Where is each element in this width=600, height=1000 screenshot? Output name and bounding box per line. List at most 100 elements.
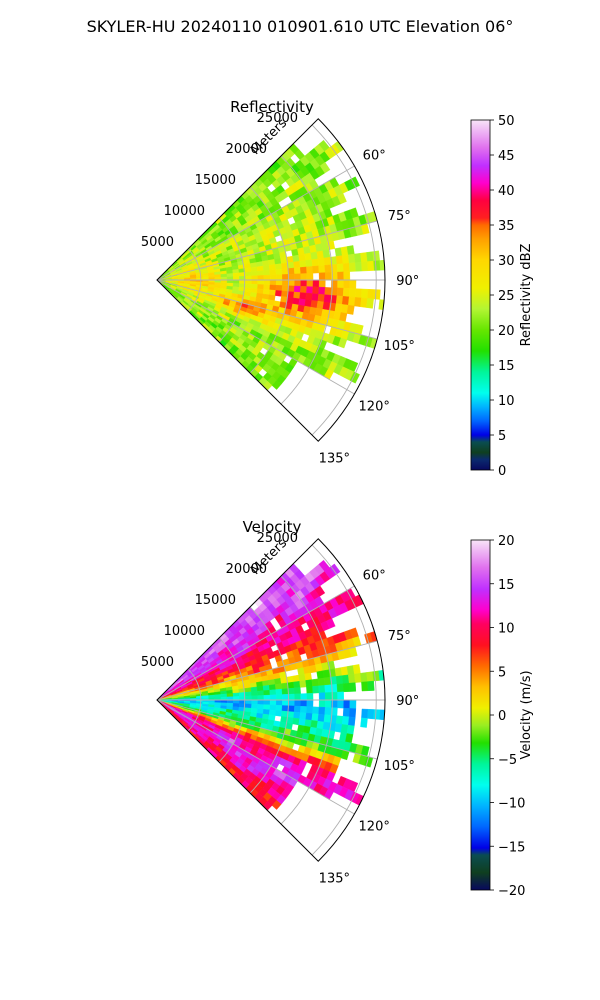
radar-gate (298, 253, 306, 262)
azimuth-tick-label: 60° (363, 149, 386, 164)
radar-gate (373, 289, 381, 300)
azimuth-tick-label: 75° (388, 629, 411, 644)
radar-gate (287, 267, 295, 275)
radar-gate (281, 688, 289, 695)
radar-gate (245, 691, 252, 697)
radar-gate (306, 706, 314, 714)
figure-title: SKYLER-HU 20240110 010901.610 UTC Elevat… (87, 17, 514, 36)
range-tick-label: 15000 (195, 593, 236, 608)
colorbar-tick-label: 50 (498, 114, 515, 129)
radar-gate (268, 259, 276, 266)
radar-gate (233, 699, 240, 704)
radar-gate (306, 279, 314, 288)
radar-gate (354, 252, 362, 263)
radar-gate (336, 683, 344, 693)
colorbar-tick-label: 30 (498, 254, 515, 269)
radar-gate (214, 274, 222, 278)
colorbar-scale (470, 119, 491, 471)
radar-gate (312, 706, 320, 715)
radar-gate (293, 687, 301, 695)
radar-gate (349, 699, 357, 709)
radar-gate (336, 263, 344, 273)
radar-gate (341, 254, 350, 264)
radar-gate (341, 716, 350, 726)
radar-gate (294, 693, 302, 701)
radar-gate (275, 694, 283, 701)
radar-gate (275, 284, 283, 292)
radar-gate (269, 284, 277, 291)
range-tick-label: 10000 (164, 624, 205, 639)
radar-gate (293, 285, 301, 293)
radar-gate (287, 285, 295, 293)
radar-gate (322, 249, 331, 259)
radar-gate (292, 717, 300, 726)
radar-gate (245, 271, 252, 277)
radar-gate (342, 262, 350, 273)
colorbar-tick-label: 25 (498, 289, 515, 304)
radar-gate (352, 664, 361, 675)
azimuth-tick-label: 90° (396, 274, 419, 289)
radar-gate (300, 266, 308, 274)
radar-gate (287, 687, 295, 695)
colorbar-tick-label: 35 (498, 219, 515, 234)
radar-gate (245, 279, 252, 285)
radar-gate (263, 699, 271, 706)
radar-gate (226, 279, 234, 284)
azimuth-tick-label: 90° (396, 694, 419, 709)
azimuth-spoke (156, 640, 378, 701)
radar-gate (282, 699, 289, 706)
radar-gate (337, 699, 344, 709)
colorbar-tick-label: 10 (498, 622, 515, 637)
reflectivity-panel: Reflectivity500010000150002000025000Mete… (141, 98, 534, 479)
radar-gate (342, 287, 350, 298)
radar-gate (318, 265, 326, 274)
radar-gate (349, 279, 357, 289)
radar-gate (306, 272, 314, 281)
radar-gate (288, 273, 295, 281)
radar-gate (354, 672, 362, 683)
colorbar-tick-label: 15 (498, 578, 515, 593)
radar-gate (317, 713, 325, 723)
radar-gate (245, 703, 252, 709)
radar-gate (299, 260, 307, 268)
radar-gate (269, 699, 277, 706)
radar-gate (220, 276, 228, 281)
radar-gate (262, 685, 270, 691)
colorbar-tick-label: −15 (498, 840, 525, 855)
radar-gate (263, 279, 271, 286)
radar-gate (251, 699, 259, 705)
azimuth-tick-label: 75° (388, 209, 411, 224)
colorbar-tick-label: 5 (498, 429, 506, 444)
radar-gate (337, 279, 344, 289)
colorbar-tick-label: −5 (498, 753, 517, 768)
radar-gate (298, 673, 306, 682)
radar-gate (361, 261, 369, 272)
radar-gate (372, 250, 380, 262)
radar-gate (257, 690, 265, 696)
radar-gate (271, 800, 282, 810)
radar-gate (361, 288, 369, 299)
radar-gate (312, 286, 320, 295)
radar-gate (346, 304, 355, 315)
radar-gate (251, 690, 258, 697)
radar-gate (304, 672, 312, 681)
radar-gate (343, 271, 351, 281)
colorbar-tick-label: 20 (498, 324, 515, 339)
radar-gate (311, 258, 319, 267)
radar-gate (281, 268, 289, 275)
radar-gate (281, 682, 289, 690)
radar-gate (360, 252, 368, 263)
radar-gate (269, 279, 277, 286)
range-tick-label: 25000 (257, 531, 298, 546)
radar-gate (281, 705, 289, 712)
radar-gate (300, 699, 308, 707)
radar-gate (354, 297, 362, 308)
radar-gate (275, 688, 283, 696)
radar-gate (367, 680, 375, 691)
radar-gate (348, 296, 356, 307)
azimuth-spoke (156, 585, 355, 701)
radar-gate (269, 269, 277, 276)
range-tick-label: 25000 (257, 111, 298, 126)
colorbar-label: Velocity (m/s) (519, 670, 534, 759)
